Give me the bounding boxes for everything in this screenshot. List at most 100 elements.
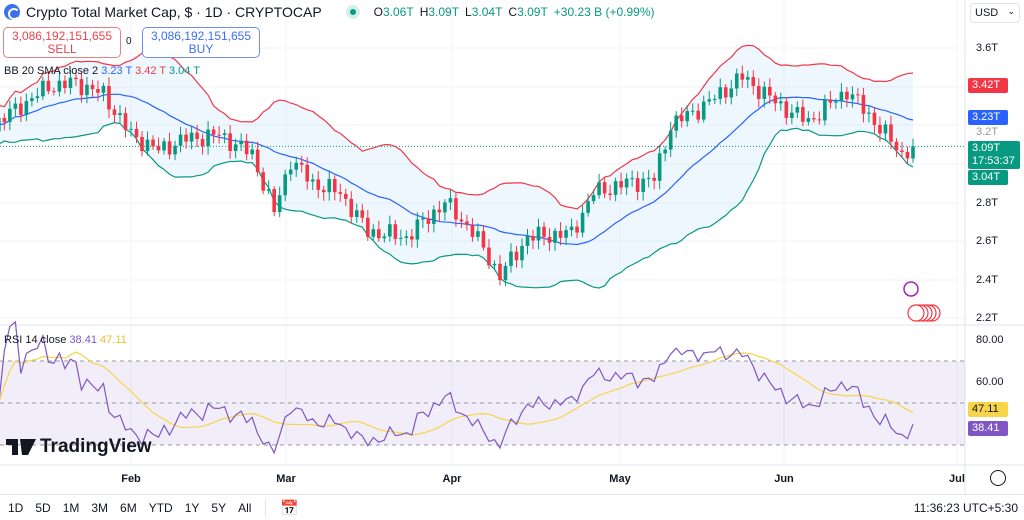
candle xyxy=(569,226,574,231)
candle xyxy=(211,129,216,135)
range-1m[interactable]: 1M xyxy=(62,500,80,515)
candle xyxy=(250,149,254,155)
candle xyxy=(112,109,117,116)
candle xyxy=(481,231,486,248)
range-1y[interactable]: 1Y xyxy=(184,500,200,515)
events-icon xyxy=(903,281,919,297)
candle xyxy=(52,91,56,93)
candle xyxy=(801,107,805,122)
candle xyxy=(531,236,535,241)
candle xyxy=(239,140,243,145)
candle xyxy=(630,178,634,180)
rsi-ma-line xyxy=(0,351,914,436)
time-tick: Feb xyxy=(121,473,141,485)
candle xyxy=(823,99,827,121)
candle xyxy=(288,169,293,175)
candle xyxy=(602,182,607,194)
buy-button[interactable]: 3,086,192,151,655 BUY xyxy=(142,27,260,58)
candle xyxy=(388,224,392,237)
rsi-tick: 60.00 xyxy=(976,376,1004,388)
candle xyxy=(723,87,728,98)
range-6m[interactable]: 6M xyxy=(120,500,137,515)
candle xyxy=(646,177,651,179)
settings-icon[interactable] xyxy=(990,470,1006,486)
candle xyxy=(421,218,425,220)
symbol-title[interactable]: Crypto Total Market Cap, $ · 1D · CRYPTO… xyxy=(26,4,322,20)
candle xyxy=(74,77,78,80)
candle xyxy=(619,181,623,188)
bb-legend[interactable]: BB 20 SMA close 2 3.23 T 3.42 T 3.04 T xyxy=(4,65,200,77)
candle xyxy=(580,212,585,233)
candle xyxy=(0,117,1,132)
candle xyxy=(332,179,337,193)
candle xyxy=(729,88,734,98)
candle xyxy=(360,210,365,218)
candle xyxy=(779,101,783,104)
tradingview-watermark: TradingView xyxy=(6,436,152,458)
candle xyxy=(613,181,618,195)
candle xyxy=(349,198,354,218)
candle xyxy=(30,98,34,102)
candle xyxy=(845,91,849,100)
candle xyxy=(674,115,678,131)
candle xyxy=(189,132,194,142)
price-tick: 2.2T xyxy=(976,312,999,324)
candle xyxy=(316,179,321,190)
candle xyxy=(24,101,29,116)
bb-fill xyxy=(0,45,913,289)
range-5y[interactable]: 5Y xyxy=(211,500,227,515)
range-5d[interactable]: 5D xyxy=(35,500,51,515)
rsi-legend[interactable]: RSI 14 close 38.41 47.11 xyxy=(4,334,127,346)
bb-basis-line xyxy=(0,93,914,246)
candle xyxy=(883,124,888,134)
candle xyxy=(773,95,778,104)
last-price-tag: 3.09T 17:53:37 xyxy=(968,141,1020,169)
price-tick: 3.6T xyxy=(976,42,999,54)
candle xyxy=(338,192,343,194)
candle xyxy=(790,112,794,118)
candle xyxy=(465,221,469,225)
candle xyxy=(167,141,172,155)
candle xyxy=(795,107,800,113)
candle xyxy=(657,153,662,181)
range-3m[interactable]: 3M xyxy=(91,500,109,515)
candle xyxy=(784,101,789,118)
candle xyxy=(404,236,409,238)
candle xyxy=(228,133,232,151)
candle xyxy=(492,263,497,266)
price-tick: 2.8T xyxy=(976,197,999,209)
candle xyxy=(542,226,546,237)
market-status-icon xyxy=(345,5,360,19)
candle xyxy=(839,91,844,102)
candle xyxy=(426,218,431,224)
time-tick: Jun xyxy=(774,473,794,485)
candle xyxy=(343,193,348,199)
sell-button[interactable]: 3,086,192,151,655 SELL xyxy=(3,27,121,58)
range-all[interactable]: All xyxy=(238,500,252,515)
candle xyxy=(321,189,326,193)
candle xyxy=(145,139,150,152)
bottom-toolbar: 1D 5D 1M 3M 6M YTD 1Y 5Y All 📅 11:36:23 … xyxy=(0,494,1024,520)
clock[interactable]: 11:36:23 UTC+5:30 xyxy=(913,501,1018,515)
candle xyxy=(850,94,855,100)
currency-select[interactable]: USD ⌄ xyxy=(970,3,1020,23)
candle xyxy=(443,202,447,213)
range-1d[interactable]: 1D xyxy=(8,500,24,515)
candle xyxy=(476,231,480,237)
candle xyxy=(470,224,475,237)
candle xyxy=(41,80,45,97)
candle xyxy=(79,79,84,96)
price-tick: 2.4T xyxy=(976,274,999,286)
candle xyxy=(547,236,552,243)
candle xyxy=(894,141,899,151)
candle xyxy=(415,219,420,240)
calendar-goto-icon[interactable]: 📅 xyxy=(280,499,300,517)
candle xyxy=(652,177,656,181)
candle xyxy=(751,77,756,86)
candle xyxy=(101,85,106,93)
range-ytd[interactable]: YTD xyxy=(148,500,173,515)
candle xyxy=(734,73,739,89)
candle xyxy=(575,226,579,233)
candle xyxy=(35,96,40,99)
